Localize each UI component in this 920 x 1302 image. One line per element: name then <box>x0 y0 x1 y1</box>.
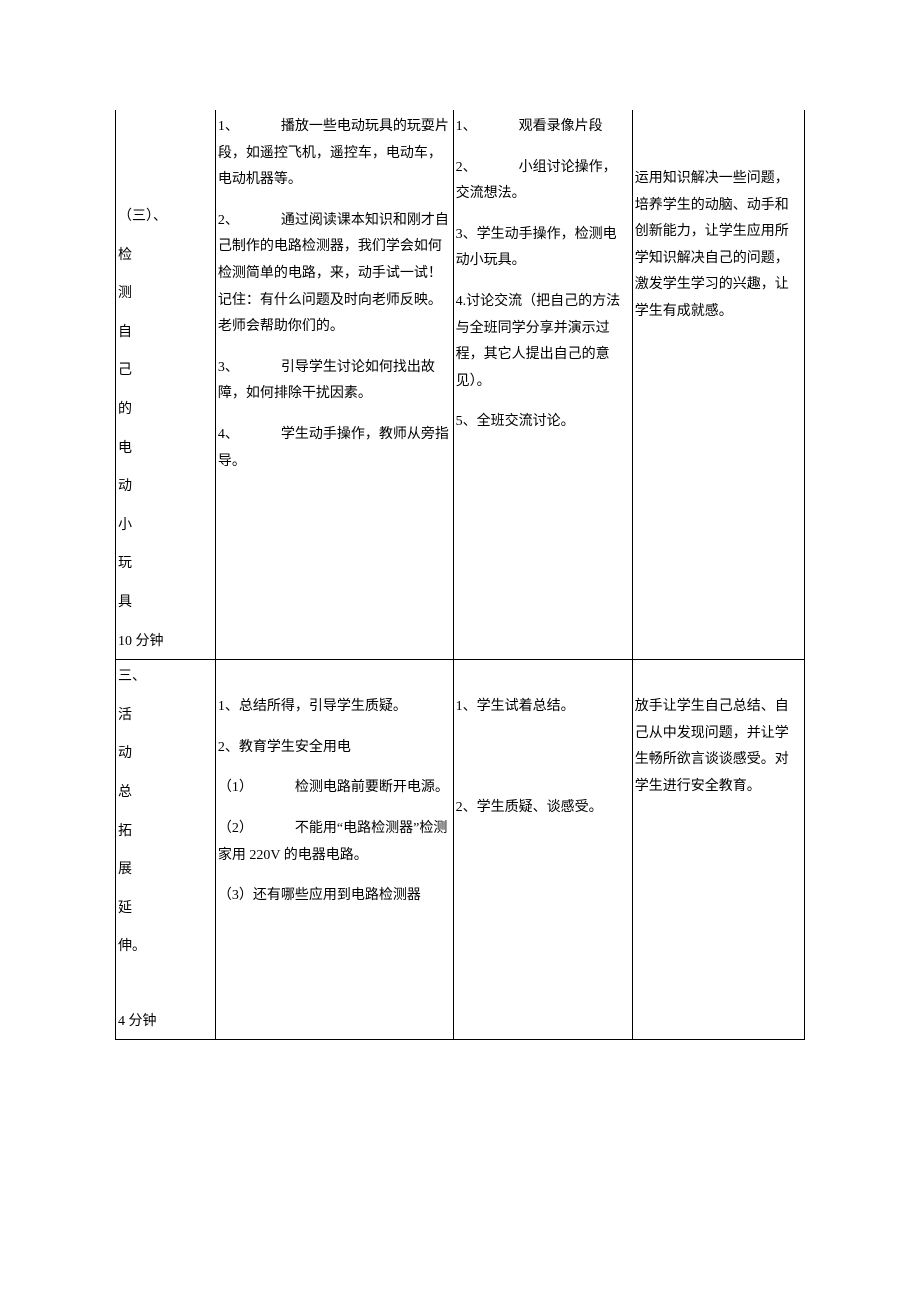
document-page: （三）、 检 测 自 己 的 电 动 小 玩 具 10 分钟 1、播放一些电动玩… <box>0 0 920 1302</box>
stage-cell: （三）、 检 测 自 己 的 电 动 小 玩 具 10 分钟 <box>116 110 216 660</box>
student-cell: 1、学生试着总结。 2、学生质疑、谈感受。 <box>453 660 632 1040</box>
student-item: 1、学生试着总结。 <box>456 694 630 721</box>
student-item: 4.讨论交流（把自己的方法与全班同学分享并演示过程，其它人提出自己的意见）。 <box>456 289 630 395</box>
stage-glyph: 动 <box>118 474 213 501</box>
stage-glyph: 动 <box>118 741 213 768</box>
stage-glyph: 总 <box>118 780 213 807</box>
stage-glyph: 的 <box>118 397 213 424</box>
stage-cell: 三、 活 动 总 拓 展 延 伸。 4 分钟 <box>116 660 216 1040</box>
table-row: 三、 活 动 总 拓 展 延 伸。 4 分钟 1、总结所得，引导学生质疑。 2、… <box>116 660 805 1040</box>
teacher-item: （2）不能用“电路检测器”检测家用 220V 的电器电路。 <box>218 816 451 869</box>
intent-cell: 放手让学生自己总结、自己从中发现问题，并让学生畅所欲言谈谈感受。对学生进行安全教… <box>632 660 804 1040</box>
stage-glyph: 具 <box>118 590 213 617</box>
intent-text: 运用知识解决一些问题，培养学生的动脑、动手和创新能力，让学生应用所学知识解决自己… <box>635 166 802 326</box>
stage-glyph: 自 <box>118 320 213 347</box>
teacher-item: 2、通过阅读课本知识和刚才自己制作的电路检测器，我们学会如何检测简单的电路，来，… <box>218 208 451 341</box>
stage-glyph: 检 <box>118 243 213 270</box>
intent-cell: 运用知识解决一些问题，培养学生的动脑、动手和创新能力，让学生应用所学知识解决自己… <box>632 110 804 660</box>
stage-time: 4 分钟 <box>118 1009 213 1036</box>
student-item: 1、观看录像片段 <box>456 114 630 141</box>
student-cell: 1、观看录像片段 2、小组讨论操作，交流想法。 3、学生动手操作，检测电动小玩具… <box>453 110 632 660</box>
teacher-item: 2、教育学生安全用电 <box>218 735 451 762</box>
teacher-item: （3）还有哪些应用到电路检测器 <box>218 883 451 910</box>
stage-glyph: 电 <box>118 436 213 463</box>
lesson-plan-table: （三）、 检 测 自 己 的 电 动 小 玩 具 10 分钟 1、播放一些电动玩… <box>115 110 805 1040</box>
stage-glyph: 己 <box>118 358 213 385</box>
student-item: 2、小组讨论操作，交流想法。 <box>456 155 630 208</box>
student-item: 3、学生动手操作，检测电动小玩具。 <box>456 222 630 275</box>
stage-heading: （三）、 <box>118 204 213 231</box>
teacher-item: 3、引导学生讨论如何找出故障，如何排除干扰因素。 <box>218 355 451 408</box>
stage-glyph: 展 <box>118 857 213 884</box>
stage-glyph: 延 <box>118 896 213 923</box>
student-item: 2、学生质疑、谈感受。 <box>456 795 630 822</box>
stage-glyph: 拓 <box>118 819 213 846</box>
stage-glyph: 活 <box>118 703 213 730</box>
stage-heading: 三、 <box>118 664 213 691</box>
teacher-item: 1、播放一些电动玩具的玩耍片段，如遥控飞机，遥控车，电动车，电动机器等。 <box>218 114 451 194</box>
teacher-cell: 1、播放一些电动玩具的玩耍片段，如遥控飞机，遥控车，电动车，电动机器等。 2、通… <box>215 110 453 660</box>
stage-time: 10 分钟 <box>118 629 213 656</box>
table-row: （三）、 检 测 自 己 的 电 动 小 玩 具 10 分钟 1、播放一些电动玩… <box>116 110 805 660</box>
intent-text: 放手让学生自己总结、自己从中发现问题，并让学生畅所欲言谈谈感受。对学生进行安全教… <box>635 694 802 800</box>
stage-glyph: 测 <box>118 281 213 308</box>
teacher-item: （1）检测电路前要断开电源。 <box>218 775 451 802</box>
teacher-item: 1、总结所得，引导学生质疑。 <box>218 694 451 721</box>
student-item: 5、全班交流讨论。 <box>456 409 630 436</box>
stage-glyph: 玩 <box>118 551 213 578</box>
stage-glyph: 伸。 <box>118 934 213 961</box>
stage-glyph: 小 <box>118 513 213 540</box>
teacher-item: 4、学生动手操作，教师从旁指导。 <box>218 422 451 475</box>
teacher-cell: 1、总结所得，引导学生质疑。 2、教育学生安全用电 （1）检测电路前要断开电源。… <box>215 660 453 1040</box>
